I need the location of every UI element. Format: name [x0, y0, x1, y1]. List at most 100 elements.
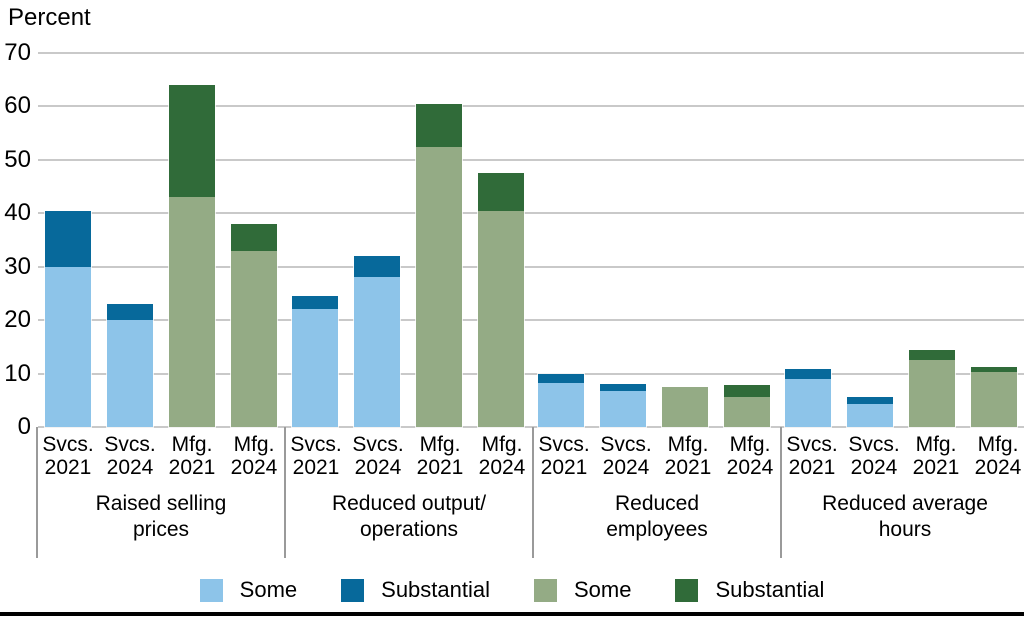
group-label: Reduced employees	[534, 491, 780, 543]
tick-row: Svcs. 2021 Svcs. 2024 Mfg. 2021 Mfg. 2024	[534, 427, 780, 479]
gridline-40	[38, 212, 1024, 215]
group-label-line: Reduced output/	[331, 492, 487, 515]
plot-area	[38, 52, 1024, 428]
group-label-cell-3: Svcs. 2021 Svcs. 2024 Mfg. 2021 Mfg. 2024 Reduce…	[532, 427, 780, 558]
gridline-50	[38, 158, 1024, 161]
x-tick-line: 2024	[726, 456, 774, 479]
x-tick-label: Mfg. 2024	[224, 433, 284, 479]
gridline-20	[38, 319, 1024, 322]
bar-slot	[38, 210, 98, 427]
x-tick-label: Mfg. 2024	[720, 433, 780, 479]
bar-svcs-2021	[291, 296, 338, 427]
bar-mfg-2021	[662, 386, 709, 427]
bar-slot	[224, 223, 284, 427]
group-label-line: Raised selling	[95, 492, 227, 515]
legend-item-3: Some	[534, 577, 631, 603]
legend-label: Some	[574, 577, 632, 602]
x-tick-line: Svcs.	[786, 433, 838, 456]
bar-slot	[409, 103, 469, 427]
x-tick-line: 2024	[602, 456, 650, 479]
bar-svcs-2024	[600, 383, 647, 427]
x-tick-line: Mfg.	[481, 433, 523, 456]
x-tick-line: 2024	[850, 456, 898, 479]
gridline-10	[38, 372, 1024, 375]
bar-mfg-2024	[724, 385, 771, 427]
x-tick-label: Svcs. 2024	[348, 433, 408, 479]
bar-segment-substantial	[538, 373, 585, 383]
y-tick-label-70: 70	[4, 39, 31, 66]
x-tick-label: Svcs. 2024	[100, 433, 160, 479]
bar-mfg-2024	[477, 173, 524, 427]
x-tick-line: Svcs.	[848, 433, 900, 456]
x-tick-line: Svcs.	[42, 433, 94, 456]
bar-svcs-2024	[107, 304, 154, 427]
bar-slot	[717, 385, 777, 427]
x-tick-line: 2024	[230, 456, 278, 479]
bar-slot	[964, 367, 1024, 427]
bar-segment-substantial	[600, 383, 647, 391]
y-axis-title: Percent	[8, 4, 91, 31]
x-tick-line: 2021	[788, 456, 836, 479]
x-tick-label: Svcs. 2021	[534, 433, 594, 479]
legend-label: Substantial	[715, 577, 825, 602]
bar-segment-substantial	[908, 350, 955, 360]
x-tick-label: Svcs. 2024	[596, 433, 656, 479]
x-tick-label: Mfg. 2021	[410, 433, 470, 479]
x-tick-line: 2024	[354, 456, 402, 479]
y-tick-label-50: 50	[4, 145, 31, 173]
x-tick-line: 2024	[478, 456, 526, 479]
gridline-70	[38, 52, 1024, 54]
x-tick-line: Mfg.	[729, 433, 771, 456]
y-tick-label-10: 10	[4, 359, 31, 387]
bar-segment-some	[45, 266, 92, 427]
bar-segment-substantial	[107, 304, 154, 321]
bar-svcs-2021	[538, 373, 585, 427]
gridline-60	[38, 105, 1024, 108]
group-label: Reduced output/operations	[286, 491, 532, 543]
bar-slot	[471, 173, 531, 427]
legend-label: Some	[239, 577, 298, 602]
bar-svcs-2021	[784, 369, 831, 427]
bar-segment-substantial	[169, 85, 216, 198]
x-tick-label: Mfg. 2021	[906, 433, 966, 479]
bar-slot	[840, 396, 900, 427]
bar-segment-some	[415, 146, 462, 427]
group-label-line: employees	[606, 518, 708, 541]
x-tick-line: 2021	[540, 456, 588, 479]
bar-slot	[162, 85, 222, 427]
x-tick-line: Svcs.	[352, 433, 404, 456]
group-label-cell-2: Svcs. 2021 Svcs. 2024 Mfg. 2021 Mfg. 2024 Reduce…	[284, 427, 532, 558]
bar-slot	[655, 386, 715, 427]
x-tick-line: Mfg.	[667, 433, 709, 456]
x-tick-line: 2021	[664, 456, 712, 479]
bar-slot	[531, 373, 591, 427]
legend-swatch	[534, 578, 557, 602]
bar-slot	[593, 383, 653, 427]
bar-segment-substantial	[970, 367, 1017, 372]
bar-segment-some	[970, 371, 1017, 427]
bar-segment-some	[107, 320, 154, 427]
bar-segment-substantial	[477, 173, 524, 211]
legend-swatch	[341, 578, 365, 602]
group-label: Reduced average hours	[782, 491, 1024, 543]
x-tick-label: Svcs. 2021	[782, 433, 842, 479]
legend-item-1: Some	[199, 577, 298, 603]
bar-slot	[100, 304, 160, 427]
y-axis-tick-labels: 0 10 20 30 40 50 60 70	[0, 41, 31, 439]
x-tick-line: 2021	[168, 456, 216, 479]
x-tick-line: 2021	[416, 456, 464, 479]
bar-mfg-2021	[415, 103, 462, 427]
x-tick-line: Svcs.	[600, 433, 652, 456]
bar-segment-substantial	[45, 210, 92, 267]
x-tick-line: Mfg.	[419, 433, 461, 456]
bar-slot	[902, 350, 962, 427]
bar-mfg-2021	[908, 350, 955, 427]
bar-segment-substantial	[724, 385, 771, 397]
bar-segment-some	[353, 277, 400, 427]
x-tick-label: Svcs. 2024	[844, 433, 904, 479]
bar-slot	[347, 256, 407, 427]
x-tick-line: Svcs.	[104, 433, 156, 456]
bar-segment-substantial	[415, 103, 462, 147]
group-label-cell-4: Svcs. 2021 Svcs. 2024 Mfg. 2021 Mfg. 2024 Reduce…	[780, 427, 1024, 558]
